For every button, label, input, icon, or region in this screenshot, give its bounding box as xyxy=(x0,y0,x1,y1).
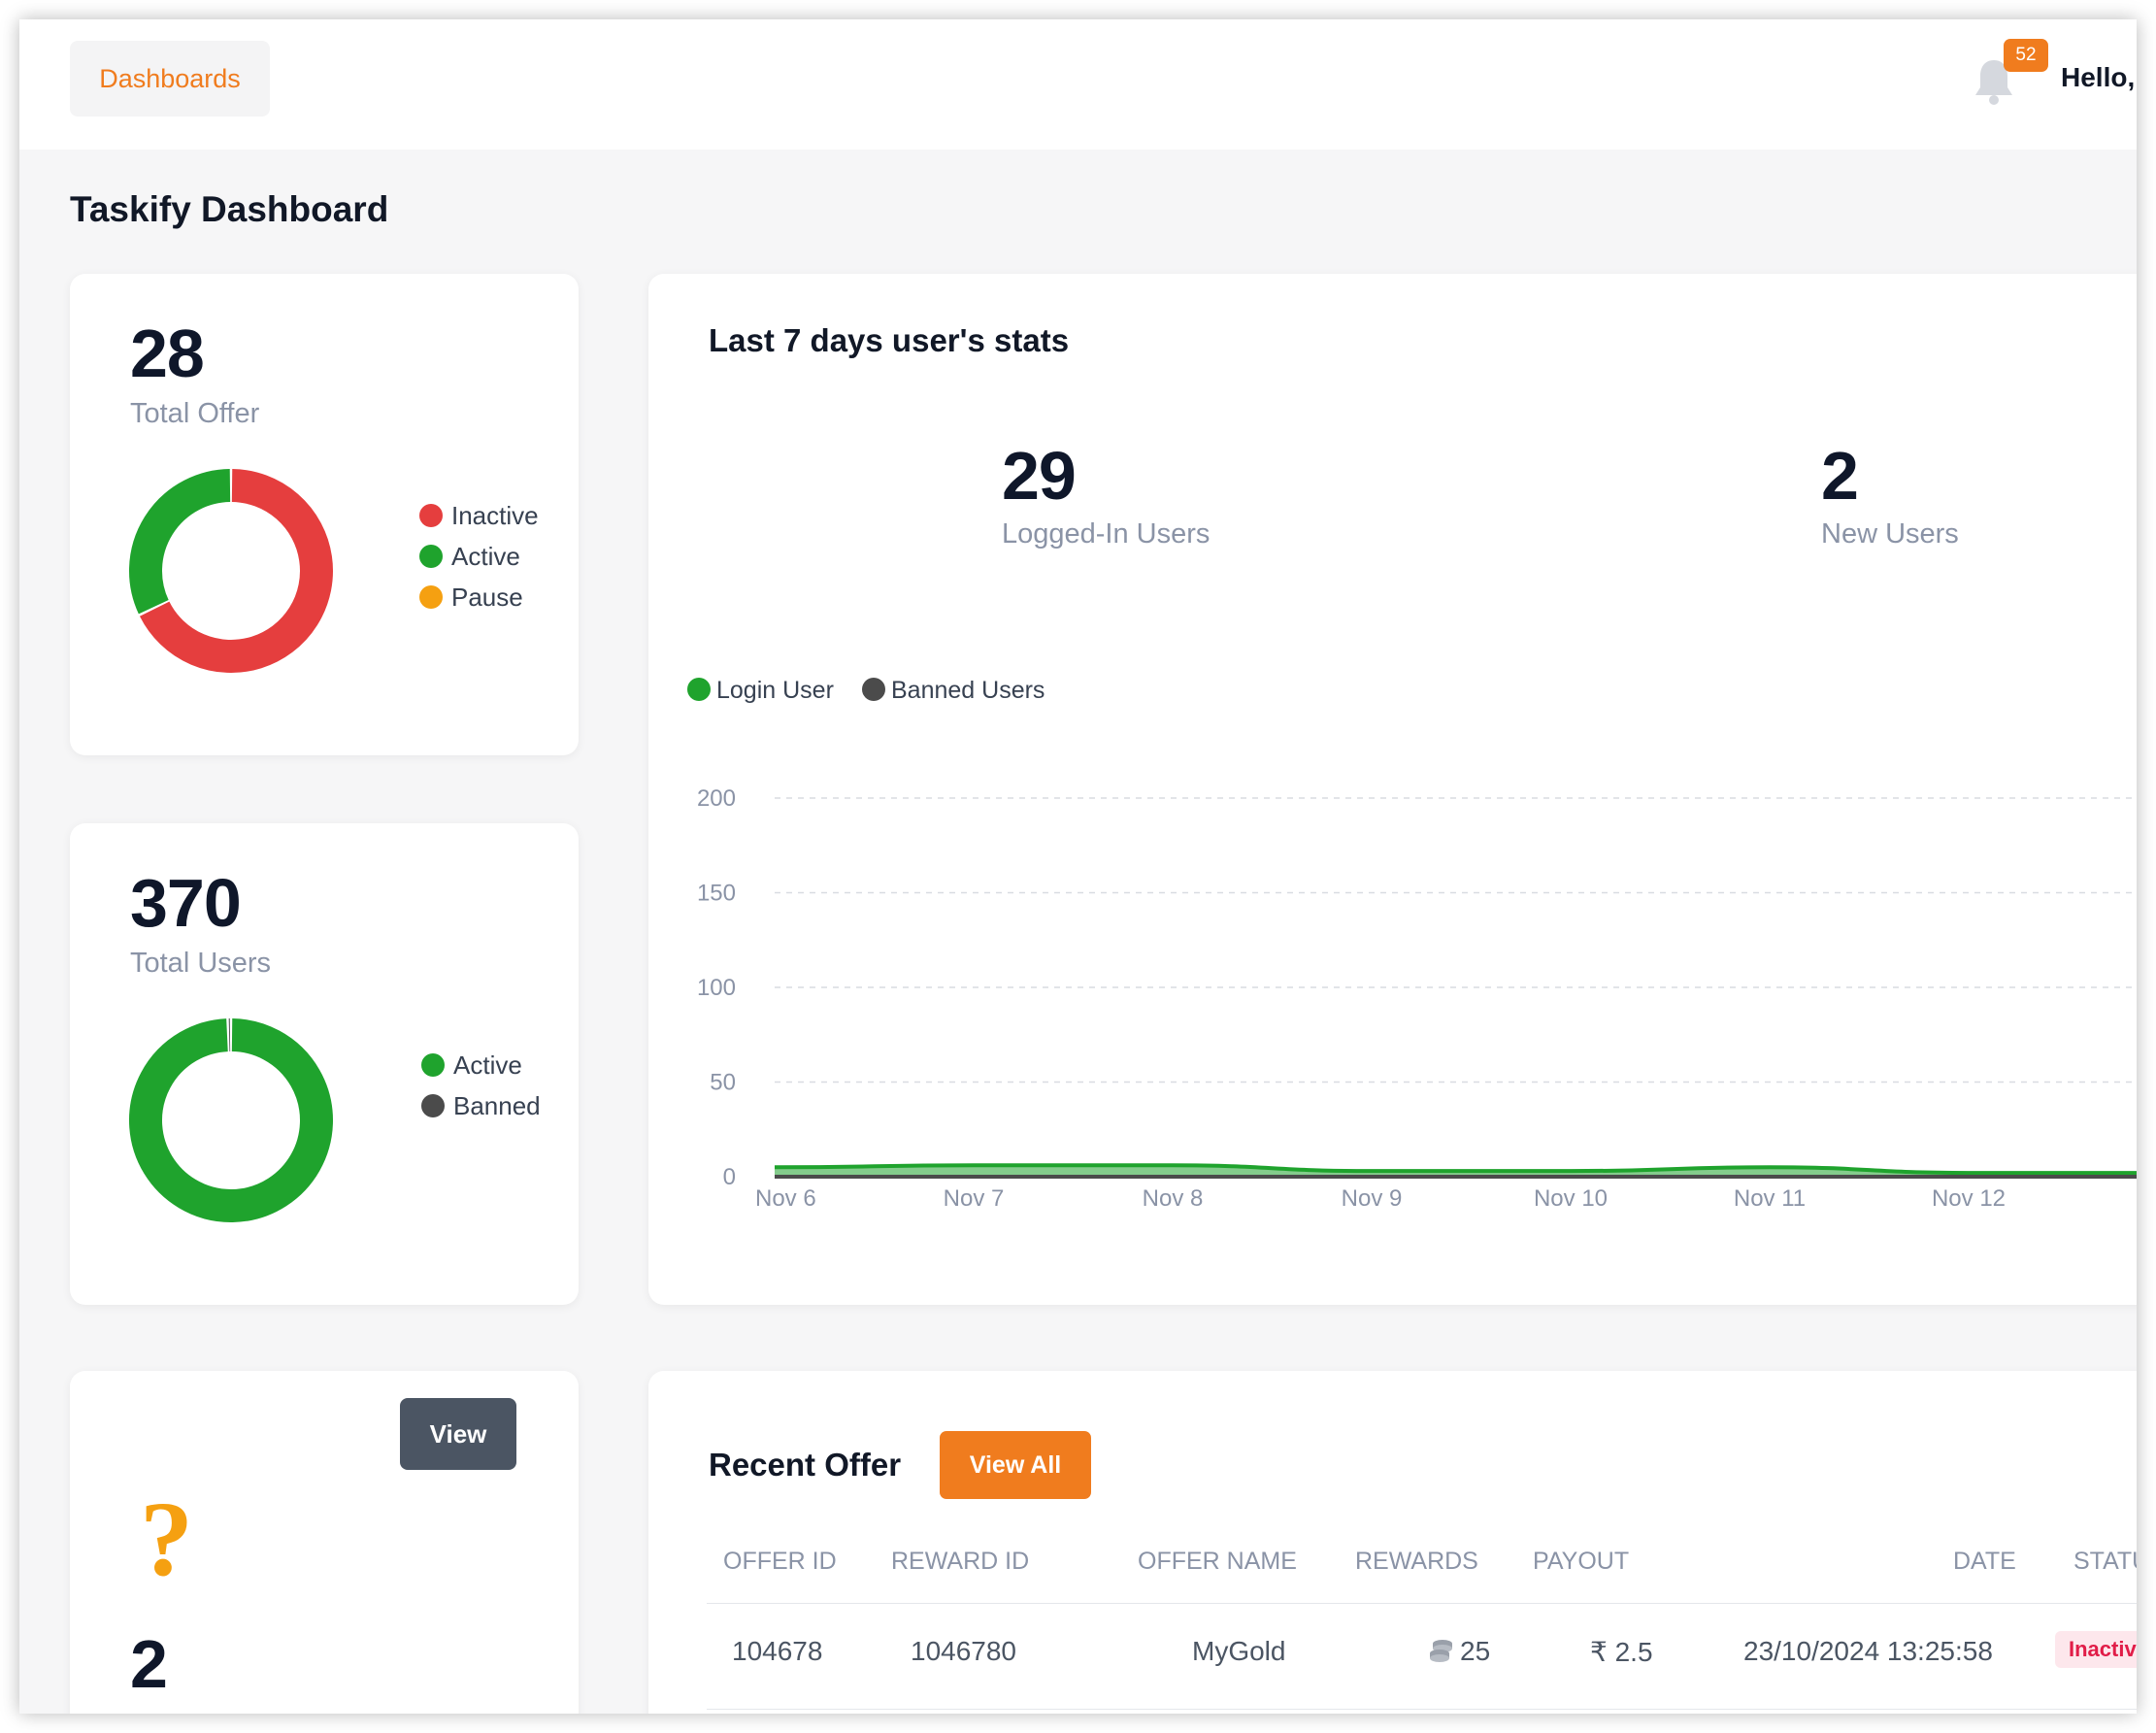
total-users-label: Total Users xyxy=(130,948,272,979)
status-badge: Inactive xyxy=(2055,1631,2137,1668)
active-dot-icon xyxy=(419,545,443,568)
misc-stat-value: 2 xyxy=(130,1626,168,1702)
cell-offer-name: MyGold xyxy=(1192,1636,1286,1666)
y-tick-label: 100 xyxy=(697,975,736,1001)
series-line-0[interactable] xyxy=(774,1163,2137,1176)
offer-legend: Inactive Active Pause xyxy=(419,495,539,617)
page-title: Taskify Dashboard xyxy=(70,189,389,229)
logged-in-users-value: 29 xyxy=(1002,438,1077,514)
y-tick-label: 0 xyxy=(723,1164,736,1190)
x-tick-label: Nov 12 xyxy=(1932,1185,2006,1212)
chart-legend-item[interactable]: Login User xyxy=(687,677,834,704)
new-users-label: New Users xyxy=(1821,518,1959,550)
new-users-value: 2 xyxy=(1821,438,1859,514)
legend-item-inactive[interactable]: Inactive xyxy=(419,495,539,536)
chart-legend-label: Login User xyxy=(716,677,834,704)
notification-badge: 52 xyxy=(2004,39,2048,72)
column-header-status[interactable]: STATUS xyxy=(2073,1548,2137,1575)
user-stats-card: Last 7 days user's stats 29 Logged-In Us… xyxy=(648,274,2137,1305)
column-header-payout[interactable]: PAYOUT xyxy=(1533,1548,1630,1575)
legend-label: Banned xyxy=(453,1090,541,1120)
legend-item-banned[interactable]: Banned xyxy=(421,1085,541,1126)
bell-icon[interactable] xyxy=(1971,56,2017,107)
stats-card-title: Last 7 days user's stats xyxy=(709,322,1070,358)
cell-offer-id: 104678 xyxy=(732,1636,823,1666)
column-header-offer-id[interactable]: OFFER ID xyxy=(723,1548,837,1575)
y-tick-label: 200 xyxy=(697,785,736,812)
total-users-value: 370 xyxy=(130,865,242,941)
total-offer-card: 28 Total Offer Inactive Active Pause xyxy=(70,274,579,755)
column-header-offer-name[interactable]: OFFER NAME xyxy=(1138,1548,1297,1575)
x-tick-label: Nov 10 xyxy=(1534,1185,1608,1212)
view-all-button[interactable]: View All xyxy=(940,1431,1091,1499)
column-header-reward-id[interactable]: REWARD ID xyxy=(891,1548,1030,1575)
users-status-donut xyxy=(129,1018,333,1222)
chart-legend-label: Banned Users xyxy=(891,677,1045,704)
coins-icon xyxy=(1430,1640,1452,1662)
cell-rewards: 25 xyxy=(1429,1636,1490,1667)
table-divider xyxy=(707,1709,2137,1710)
rewards-value: 25 xyxy=(1460,1636,1491,1666)
x-tick-label: Nov 11 xyxy=(1734,1185,1806,1212)
offer-active-slice[interactable] xyxy=(129,469,231,615)
x-tick-label: Nov 8 xyxy=(1143,1185,1204,1212)
legend-label: Active xyxy=(451,541,520,571)
legend-label: Inactive xyxy=(451,500,539,530)
chart-legend-item[interactable]: Banned Users xyxy=(862,677,1045,704)
legend-label: Pause xyxy=(451,582,523,612)
legend-dot-icon xyxy=(862,678,885,701)
misc-stat-card: View ? 2 xyxy=(70,1371,579,1714)
users-active-slice[interactable] xyxy=(129,1018,333,1222)
x-tick-label: Nov 7 xyxy=(944,1185,1005,1212)
total-offer-value: 28 xyxy=(130,316,205,391)
inactive-dot-icon xyxy=(419,504,443,527)
column-header-rewards[interactable]: REWARDS xyxy=(1355,1548,1478,1575)
app-window: Dashboards 52 Hello, Taskify Dashboard 2… xyxy=(19,19,2137,1714)
dashboards-nav-button[interactable]: Dashboards xyxy=(70,41,270,117)
pause-dot-icon xyxy=(419,585,443,609)
offer-status-donut xyxy=(129,469,333,673)
cell-date: 23/10/2024 13:25:58 xyxy=(1743,1636,1993,1666)
offer-inactive-slice[interactable] xyxy=(139,469,333,673)
recent-offer-title: Recent Offer xyxy=(709,1447,902,1483)
users-legend: Active Banned xyxy=(421,1045,541,1126)
legend-item-active[interactable]: Active xyxy=(419,536,539,577)
top-header: Dashboards 52 Hello, xyxy=(19,19,2137,150)
legend-dot-icon xyxy=(687,678,711,701)
cell-reward-id: 1046780 xyxy=(911,1636,1017,1666)
column-header-date[interactable]: DATE xyxy=(1953,1548,2016,1575)
x-tick-label: Nov 6 xyxy=(755,1185,816,1212)
legend-item-pause[interactable]: Pause xyxy=(419,577,539,617)
logged-in-users-label: Logged-In Users xyxy=(1002,518,1211,550)
table-divider xyxy=(707,1603,2137,1604)
user-stats-line-chart: Login User Banned Users 0 50 100 150 200 Nov 6 N… xyxy=(687,677,2137,1212)
question-mark-icon: ? xyxy=(140,1480,193,1598)
recent-offer-card: Recent Offer View All OFFER ID REWARD ID… xyxy=(648,1371,2137,1714)
legend-item-active[interactable]: Active xyxy=(421,1045,541,1085)
total-offer-label: Total Offer xyxy=(130,398,260,429)
active-dot-icon xyxy=(421,1053,445,1077)
view-button[interactable]: View xyxy=(400,1398,516,1470)
banned-dot-icon xyxy=(421,1094,445,1117)
cell-payout: ₹ 2.5 xyxy=(1590,1637,1653,1667)
x-tick-label: Nov 9 xyxy=(1342,1185,1403,1212)
y-tick-label: 150 xyxy=(697,881,736,907)
y-tick-label: 50 xyxy=(710,1070,736,1096)
greeting-text: Hello, xyxy=(2061,62,2136,92)
total-users-card: 370 Total Users Active Banned xyxy=(70,823,579,1305)
legend-label: Active xyxy=(453,1050,522,1080)
